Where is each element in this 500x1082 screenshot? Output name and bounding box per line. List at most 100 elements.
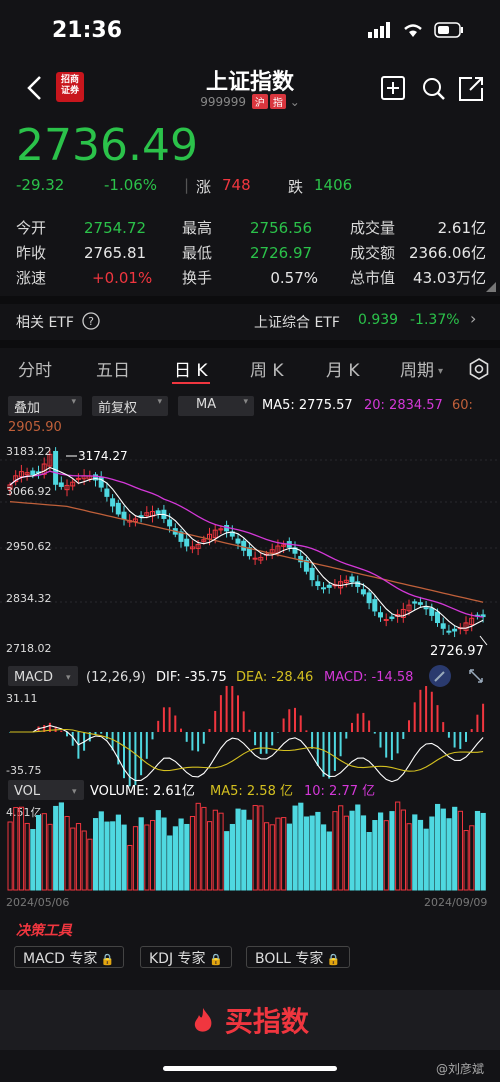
- volume-bar: [321, 824, 327, 891]
- volume-label: 成交量: [350, 219, 396, 237]
- macd-bar: [408, 720, 410, 732]
- macd-bar: [322, 732, 325, 777]
- expand-triangle-icon[interactable]: [484, 282, 496, 292]
- ma60-line: [9, 501, 484, 603]
- macd-bar: [123, 732, 125, 779]
- kline-chart[interactable]: 3183.22 3066.92 2950.62 2834.32 2718.02 …: [0, 440, 500, 910]
- y-label: 2950.62: [6, 540, 52, 553]
- share-icon[interactable]: [458, 76, 486, 102]
- period-tabs: 分时 五日 日 K 周 K 月 K 周期 ▾: [0, 356, 500, 386]
- volume-bar: [343, 815, 349, 891]
- macd-bar: [174, 715, 177, 732]
- volume-bar: [235, 808, 241, 891]
- tab-five-day[interactable]: 五日: [96, 361, 130, 381]
- candle-body: [281, 544, 287, 547]
- stock-code[interactable]: 999999 沪指 ⌄: [0, 94, 500, 109]
- macd-bar: [282, 718, 285, 732]
- related-etf-row[interactable]: 相关 ETF ? 上证综合 ETF 0.939 -1.37% ›: [0, 306, 500, 336]
- settings-icon[interactable]: [468, 358, 490, 380]
- stats-grid: 今开 2754.72 最高 2756.56 成交量 2.61亿 昨收 2765.…: [16, 215, 486, 290]
- volume-bar: [440, 808, 446, 891]
- kdj-expert-button[interactable]: KDJ 专家 🔒: [140, 946, 232, 968]
- macd-bar: [430, 691, 433, 732]
- boll-expert-button[interactable]: BOLL 专家 🔒: [246, 946, 350, 968]
- macd-bar: [219, 695, 222, 732]
- macd-bar: [66, 732, 68, 737]
- open-value: 2754.72: [84, 218, 147, 237]
- volume-bar: [303, 816, 310, 891]
- tab-daily-k[interactable]: 日 K: [174, 361, 208, 381]
- volume-bar: [212, 809, 218, 891]
- candle-body: [389, 616, 395, 619]
- macd-expert-button[interactable]: MACD 专家 🔒: [14, 946, 124, 968]
- help-icon[interactable]: ?: [82, 312, 100, 330]
- candle-body: [372, 599, 378, 612]
- caret-down-icon: ▾: [438, 366, 444, 377]
- macd-bar: [168, 707, 171, 732]
- buy-bar: [0, 990, 500, 1050]
- indicator-select[interactable]: MA ▾: [178, 396, 254, 416]
- volume-bar: [412, 814, 418, 891]
- tab-weekly-k[interactable]: 周 K: [250, 361, 284, 381]
- volume-bar: [13, 807, 19, 891]
- candle-body: [303, 559, 309, 572]
- buy-index-button[interactable]: 买指数: [0, 1000, 500, 1040]
- candle-body: [423, 607, 429, 610]
- chart-controls: 叠加 ▾ 前复权 ▾ MA ▾ MA5: 2775.57 20: 2834.57 60…: [0, 396, 500, 435]
- tab-monthly-k[interactable]: 月 K: [326, 361, 360, 381]
- macd-bar: [465, 732, 467, 742]
- macd-bar: [191, 732, 194, 751]
- speed-label: 涨速: [16, 269, 47, 287]
- watermark: @刘彦斌: [435, 1062, 484, 1076]
- volume-bar: [167, 835, 173, 891]
- add-watchlist-icon[interactable]: [380, 76, 408, 102]
- volume-bar: [98, 811, 104, 891]
- vol-ma5: MA5: 2.58 亿: [210, 784, 293, 799]
- header: 招商 证券 上证指数 999999 沪指 ⌄: [0, 60, 500, 116]
- macd-bar: [151, 732, 154, 740]
- volume-bar: [64, 815, 70, 891]
- down-count: 1406: [314, 176, 353, 194]
- search-icon[interactable]: [420, 76, 448, 102]
- volume-bar: [417, 819, 424, 891]
- volume-bar: [47, 823, 53, 891]
- candle-body: [349, 576, 355, 583]
- candle-body: [241, 540, 247, 551]
- macd-bar: [197, 732, 200, 752]
- candle-body: [189, 546, 195, 550]
- overlay-select[interactable]: 叠加 ▾: [8, 396, 82, 416]
- change-row: -29.32 -1.06% | 涨 748 跌 1406: [16, 176, 352, 197]
- macd-bar: [288, 709, 291, 732]
- volume-bar: [332, 811, 338, 891]
- volume-bar: [275, 817, 281, 891]
- signal-icon: [368, 22, 390, 38]
- adjust-select[interactable]: 前复权 ▾: [92, 396, 168, 416]
- macd-bar: [299, 715, 302, 732]
- macd-bar: [276, 732, 279, 733]
- macd-select[interactable]: [8, 666, 78, 686]
- back-icon[interactable]: [22, 74, 48, 102]
- divider: [0, 340, 500, 348]
- volume-bar: [229, 823, 236, 891]
- volume-bar: [138, 817, 144, 891]
- candle-body: [167, 519, 173, 527]
- macd-bar: [482, 703, 485, 732]
- volume-bar: [452, 806, 458, 891]
- tab-period[interactable]: 周期: [400, 361, 434, 381]
- candle-body: [47, 453, 53, 467]
- volume-bar: [286, 823, 292, 891]
- macd-bar: [208, 728, 211, 732]
- start-date: 2024/05/06: [6, 896, 69, 909]
- status-icons: [368, 22, 464, 38]
- tab-intraday[interactable]: 分时: [18, 361, 52, 381]
- code-text: 999999: [200, 95, 247, 109]
- vol-select[interactable]: [8, 780, 84, 800]
- macd-bar: [447, 732, 450, 738]
- macd-bar: [162, 707, 165, 732]
- ma20-value: 20: 2834.57: [364, 398, 443, 413]
- expand-icon[interactable]: [469, 669, 483, 683]
- volume-bar: [218, 812, 224, 891]
- volume-bar: [246, 819, 253, 891]
- volume-bar: [161, 817, 167, 891]
- candle-body: [30, 470, 36, 476]
